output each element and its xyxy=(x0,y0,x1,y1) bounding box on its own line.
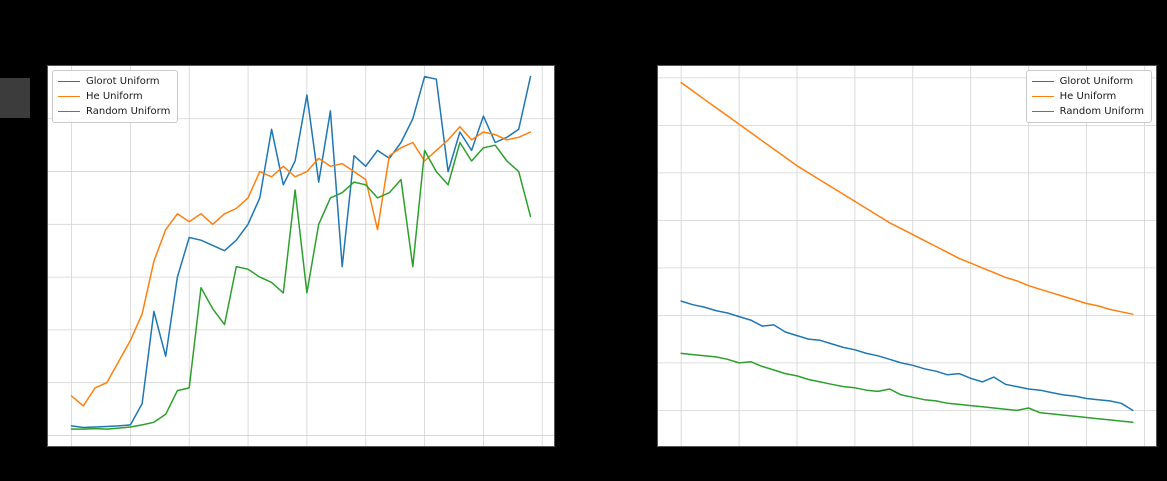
legend-entry: He Uniform xyxy=(1031,89,1144,104)
series-line-glorot-uniform xyxy=(70,75,532,429)
legend-entry: Glorot Uniform xyxy=(58,74,170,89)
legend-line-swatch xyxy=(58,81,80,82)
legend-line-swatch xyxy=(58,111,80,112)
left-line-chart: Glorot Uniform He Uniform Random Uniform xyxy=(47,65,555,447)
right-line-chart: Glorot Uniform He Uniform Random Uniform xyxy=(657,65,1157,447)
series-line-random-uniform xyxy=(70,141,532,430)
right-chart-legend: Glorot Uniform He Uniform Random Uniform xyxy=(1025,70,1152,123)
left-plot-area xyxy=(48,66,554,446)
legend-label: Glorot Uniform xyxy=(86,76,160,87)
series-line-he-uniform xyxy=(680,81,1134,315)
legend-label: Glorot Uniform xyxy=(1059,76,1134,87)
legend-label: Random Uniform xyxy=(1059,106,1144,117)
legend-line-swatch xyxy=(58,96,80,97)
series-line-random-uniform xyxy=(680,352,1134,424)
legend-label: He Uniform xyxy=(1059,91,1117,102)
screen-artifact-block xyxy=(0,78,30,118)
legend-line-swatch xyxy=(1031,111,1054,112)
legend-entry: Random Uniform xyxy=(58,104,170,119)
legend-entry: Random Uniform xyxy=(1031,104,1144,119)
legend-label: Random Uniform xyxy=(86,106,171,117)
legend-entry: He Uniform xyxy=(58,89,170,104)
series-line-he-uniform xyxy=(70,125,532,407)
right-plot-area xyxy=(658,66,1156,446)
legend-entry: Glorot Uniform xyxy=(1031,74,1144,89)
legend-label: He Uniform xyxy=(86,91,143,102)
legend-line-swatch xyxy=(1031,81,1054,82)
legend-line-swatch xyxy=(1031,96,1054,97)
left-chart-legend: Glorot Uniform He Uniform Random Uniform xyxy=(52,70,179,123)
series-line-glorot-uniform xyxy=(680,300,1134,412)
